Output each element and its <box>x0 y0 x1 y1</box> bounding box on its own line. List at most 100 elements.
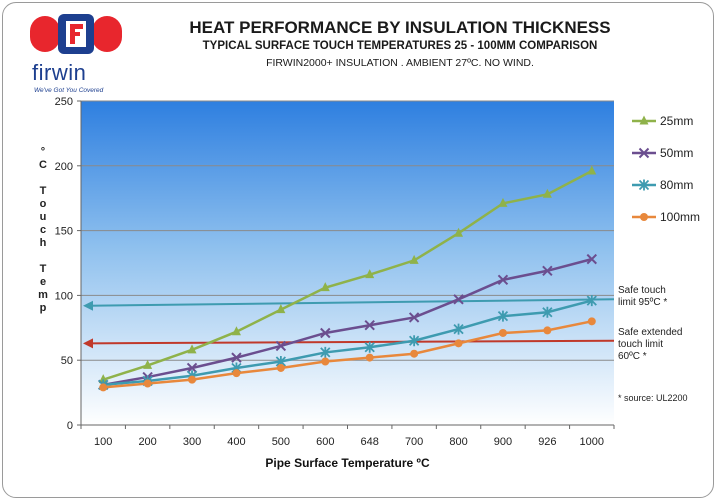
data-point <box>187 344 197 354</box>
data-point <box>276 304 286 314</box>
data-point <box>320 327 331 339</box>
touch-limit-line1: Safe touch <box>618 285 666 296</box>
y-tick-label: 250 <box>55 96 73 108</box>
data-point <box>98 374 108 384</box>
data-point <box>453 294 464 305</box>
series-line <box>102 257 593 387</box>
legend-label: 100mm <box>660 210 700 224</box>
extended-limit-line1: Safe extended <box>618 327 683 338</box>
firwin-logo-mark <box>30 14 122 54</box>
series-line <box>102 169 593 381</box>
reference-arrow <box>83 300 93 311</box>
x-tick-label: 200 <box>138 436 156 448</box>
data-point <box>542 265 553 276</box>
data-point <box>638 179 650 191</box>
data-point <box>365 269 375 279</box>
y-axis-letter: h <box>39 237 47 249</box>
y-axis-letter: p <box>39 302 47 314</box>
x-tick-label: 900 <box>494 436 512 448</box>
x-tick-label: 100 <box>94 436 112 448</box>
y-axis-letter: e <box>39 276 47 288</box>
data-point <box>320 282 330 292</box>
y-axis-letter: C <box>39 159 47 171</box>
data-point <box>497 274 509 286</box>
legend-label: 80mm <box>660 178 693 192</box>
x-tick-label: 648 <box>361 436 379 448</box>
y-axis-degree-symbol: ° <box>40 146 46 158</box>
data-point <box>231 326 241 336</box>
firwin-logo: firwin We've Got You Covered <box>30 14 122 94</box>
legend-label: 50mm <box>660 146 693 160</box>
series-line <box>103 320 593 389</box>
data-point <box>587 165 597 175</box>
data-point <box>453 323 464 335</box>
data-point <box>364 320 375 331</box>
plot-area <box>81 101 614 425</box>
data-point <box>275 340 287 352</box>
x-tick-label: 300 <box>183 436 201 448</box>
x-tick-label: 400 <box>227 436 245 448</box>
data-point <box>498 197 508 207</box>
y-axis-title: ° C T o u c h T e m p <box>36 146 50 315</box>
extended-limit-note: Safe extended touch limit 60ºC * <box>618 327 683 363</box>
extended-limit-line2: touch limit <box>618 339 664 350</box>
y-axis-letter: o <box>39 198 47 210</box>
x-tick-label: 500 <box>272 436 290 448</box>
chart-subtitle: TYPICAL SURFACE TOUCH TEMPERATURES 25 - … <box>202 40 598 52</box>
legend-label: 25mm <box>660 114 693 128</box>
reference-line <box>88 339 615 345</box>
chart-title: HEAT PERFORMANCE BY INSULATION THICKNESS <box>189 18 611 37</box>
y-tick-label: 150 <box>55 226 73 238</box>
reference-line <box>88 298 615 307</box>
data-point <box>542 306 553 318</box>
chart-conditions: FIRWIN2000+ INSULATION . AMBIENT 27ºC. N… <box>266 57 534 69</box>
y-tick-label: 200 <box>55 161 73 173</box>
y-axis-letter: m <box>38 289 48 301</box>
data-point <box>542 188 552 198</box>
reference-arrow <box>83 338 93 349</box>
y-axis-letter: T <box>39 185 47 197</box>
x-tick-label: 700 <box>405 436 423 448</box>
logo-tagline: We've Got You Covered <box>34 87 104 94</box>
data-point <box>543 326 552 335</box>
data-point <box>232 369 241 378</box>
data-point <box>320 346 331 358</box>
data-point <box>365 353 374 362</box>
y-tick-label: 100 <box>55 290 73 302</box>
data-point <box>409 254 419 264</box>
data-point <box>497 310 509 322</box>
source-note: * source: UL2200 <box>618 393 688 403</box>
data-point <box>188 375 197 384</box>
data-point <box>99 383 108 392</box>
y-axis-letter: T <box>39 263 47 275</box>
data-point <box>231 352 242 363</box>
touch-limit-note: Safe touch limit 95ºC * <box>618 285 667 309</box>
data-point <box>638 147 650 159</box>
data-point <box>640 213 648 221</box>
touch-limit-line2: limit 95ºC * <box>618 297 668 308</box>
data-point <box>143 379 152 388</box>
data-point <box>639 115 649 125</box>
x-tick-label: 1000 <box>580 436 604 448</box>
data-point <box>408 335 420 347</box>
data-point <box>586 253 597 265</box>
data-point <box>364 341 375 353</box>
x-axis-title: Pipe Surface Temperature ºC <box>265 456 430 470</box>
data-point <box>410 349 419 358</box>
data-point <box>408 312 420 323</box>
series-line <box>103 299 593 387</box>
y-tick-label: 0 <box>67 420 73 432</box>
y-axis-letter: c <box>39 224 47 236</box>
y-axis-letter: u <box>39 211 47 223</box>
data-point <box>587 317 596 326</box>
y-axis-letter <box>36 250 50 263</box>
data-point <box>186 362 198 374</box>
x-tick-label: 600 <box>316 436 334 448</box>
data-point <box>321 357 330 366</box>
x-tick-label: 800 <box>449 436 467 448</box>
x-tick-label: 926 <box>538 436 556 448</box>
y-tick-label: 50 <box>61 355 73 367</box>
data-point <box>143 359 153 369</box>
data-point <box>454 339 463 348</box>
